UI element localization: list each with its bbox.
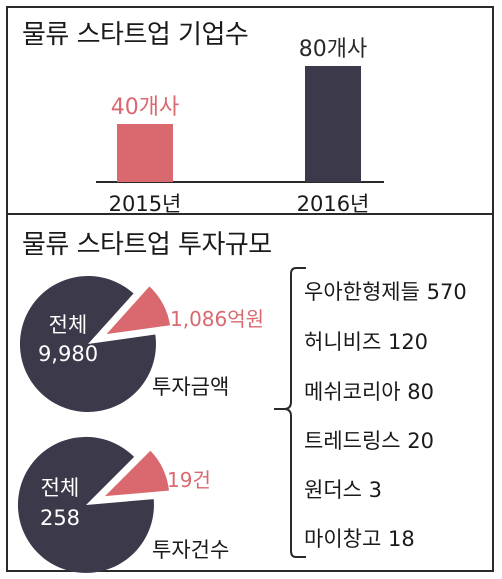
pie-count-caption: 투자건수 [152,538,229,562]
bar-chart-title: 물류 스타트업 기업수 [22,20,249,50]
breakdown-item: 원더스 3 [304,478,382,502]
bar-value-label-2015: 40개사 [111,95,179,120]
breakdown-item: 허니비즈 120 [304,330,429,354]
pie-count-slice [99,447,172,499]
bar-2015 [117,124,173,182]
bar-2016 [305,66,361,182]
breakdown-item: 마이창고 18 [304,527,415,551]
pie-amount-caption: 투자금액 [152,375,229,399]
pie-count-total-label: 전체 [41,476,80,500]
breakdown-item: 트레드링스 20 [304,429,434,453]
pie-count-total-value: 258 [40,506,80,530]
infographic-frame [6,6,494,572]
pie-amount-slice [101,283,173,337]
pie-amount-total-label: 전체 [49,313,88,337]
pie-amount-slice-label: 1,086억원 [170,307,264,331]
breakdown-item: 메쉬코리아 80 [304,380,434,404]
bar-category-label-2015: 2015년 [109,192,182,216]
breakdown-item: 우아한형제들 570 [304,280,467,304]
pie-amount-remainder [19,276,156,413]
pie-amount-total-value: 9,980 [38,342,98,366]
pie-chart-title: 물류 스타트업 투자규모 [22,230,272,260]
bar-category-label-2016: 2016년 [297,192,370,216]
pie-count-remainder [17,436,154,573]
section-divider [6,213,494,215]
bar-value-label-2016: 80개사 [299,37,367,62]
pie-count-slice-label: 19건 [167,468,211,492]
breakdown-bracket [274,267,306,558]
